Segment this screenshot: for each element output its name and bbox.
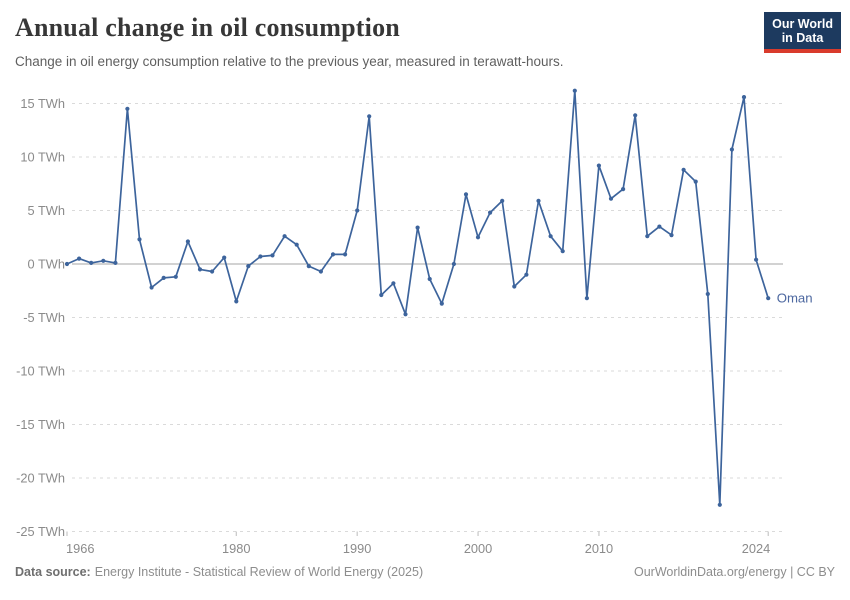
y-axis-tick-label: 5 TWh bbox=[28, 203, 65, 218]
data-point[interactable] bbox=[548, 234, 553, 239]
data-point[interactable] bbox=[113, 260, 118, 265]
data-source-text: Energy Institute - Statistical Review of… bbox=[94, 565, 424, 579]
y-axis-tick-label: -25 TWh bbox=[16, 524, 65, 539]
x-axis-tick-label: 1980 bbox=[222, 541, 250, 556]
data-point[interactable] bbox=[512, 284, 517, 289]
data-point[interactable] bbox=[415, 225, 420, 230]
data-point[interactable] bbox=[596, 163, 602, 168]
data-point[interactable] bbox=[125, 106, 130, 111]
y-axis-tick-label: -10 TWh bbox=[16, 364, 65, 379]
data-point[interactable] bbox=[282, 234, 287, 239]
series-label: Oman bbox=[777, 291, 813, 306]
logo-line-2: in Data bbox=[781, 31, 824, 45]
data-point[interactable] bbox=[197, 267, 203, 272]
data-point[interactable] bbox=[258, 254, 263, 259]
data-point[interactable] bbox=[185, 239, 190, 244]
data-point[interactable] bbox=[681, 167, 686, 172]
line-chart[interactable]: 15 TWh 10 TWh 5 TWh 0 TWh -5 TWh -10 TWh -15 T… bbox=[0, 85, 850, 565]
x-axis-tick-label: 2000 bbox=[464, 541, 492, 556]
data-point[interactable] bbox=[161, 275, 166, 280]
x-axis-tick-label: 1990 bbox=[343, 541, 371, 556]
data-point[interactable] bbox=[645, 234, 650, 239]
data-point[interactable] bbox=[101, 258, 106, 263]
data-point[interactable] bbox=[246, 264, 251, 269]
y-axis-tick-label: -20 TWh bbox=[16, 471, 65, 486]
data-point[interactable] bbox=[64, 261, 70, 267]
data-point[interactable] bbox=[524, 272, 529, 277]
data-point[interactable] bbox=[439, 301, 444, 306]
data-point[interactable] bbox=[403, 312, 408, 317]
data-point[interactable] bbox=[89, 260, 94, 265]
data-point[interactable] bbox=[222, 255, 227, 260]
data-point[interactable] bbox=[367, 114, 372, 119]
data-point[interactable] bbox=[318, 269, 323, 274]
data-point[interactable] bbox=[463, 192, 469, 197]
page-title: Annual change in oil consumption bbox=[15, 13, 400, 42]
chart-footer: Data source: Energy Institute - Statistic… bbox=[15, 565, 835, 579]
data-point[interactable] bbox=[621, 187, 626, 192]
data-point[interactable] bbox=[705, 291, 710, 297]
data-point[interactable] bbox=[572, 88, 577, 93]
series-line bbox=[66, 89, 770, 506]
data-point[interactable] bbox=[475, 235, 481, 240]
data-point[interactable] bbox=[451, 261, 456, 267]
data-point[interactable] bbox=[766, 296, 771, 301]
data-point[interactable] bbox=[270, 253, 275, 258]
x-axis-tick-label: 2010 bbox=[585, 541, 613, 556]
data-point[interactable] bbox=[330, 252, 336, 257]
data-point[interactable] bbox=[741, 95, 747, 100]
data-point[interactable] bbox=[234, 299, 239, 304]
data-point[interactable] bbox=[149, 285, 154, 290]
data-point[interactable] bbox=[379, 292, 384, 298]
owid-logo[interactable]: Our World in Data bbox=[764, 12, 841, 53]
data-point[interactable] bbox=[657, 224, 662, 229]
data-source-label: Data source: bbox=[15, 565, 91, 579]
data-point[interactable] bbox=[173, 274, 178, 279]
y-axis-tick-label: -5 TWh bbox=[23, 310, 65, 325]
x-axis-tick-label: 1966 bbox=[66, 541, 94, 556]
data-point[interactable] bbox=[536, 198, 541, 203]
data-point[interactable] bbox=[77, 256, 82, 261]
data-point[interactable] bbox=[427, 276, 432, 282]
y-axis-tick-label: 15 TWh bbox=[20, 96, 65, 111]
y-axis-tick-label: 0 TWh bbox=[28, 257, 65, 272]
data-point[interactable] bbox=[608, 196, 614, 201]
data-point[interactable] bbox=[729, 147, 735, 152]
owid-url-license[interactable]: OurWorldinData.org/energy | CC BY bbox=[633, 565, 835, 579]
data-point[interactable] bbox=[560, 249, 565, 254]
logo-line-1: Our World bbox=[772, 17, 833, 31]
data-point[interactable] bbox=[633, 113, 638, 118]
data-source-note: Data source: Energy Institute - Statistic… bbox=[15, 565, 423, 579]
data-point[interactable] bbox=[137, 237, 142, 242]
y-axis-tick-label: 10 TWh bbox=[20, 150, 65, 165]
data-point[interactable] bbox=[717, 502, 722, 507]
y-axis-tick-label: -15 TWh bbox=[16, 417, 65, 432]
data-point[interactable] bbox=[669, 233, 674, 238]
data-point[interactable] bbox=[294, 242, 299, 247]
data-point[interactable] bbox=[306, 264, 311, 269]
data-point[interactable] bbox=[355, 208, 360, 213]
data-point[interactable] bbox=[500, 198, 505, 203]
data-point[interactable] bbox=[584, 296, 590, 301]
data-point[interactable] bbox=[210, 269, 215, 274]
data-point[interactable] bbox=[343, 252, 348, 257]
page-subtitle: Change in oil energy consumption relativ… bbox=[15, 54, 564, 69]
data-point[interactable] bbox=[754, 257, 759, 262]
data-point[interactable] bbox=[693, 179, 698, 184]
x-axis-tick-label: 2024 bbox=[742, 541, 770, 556]
data-point[interactable] bbox=[391, 281, 396, 286]
data-point[interactable] bbox=[488, 210, 493, 215]
